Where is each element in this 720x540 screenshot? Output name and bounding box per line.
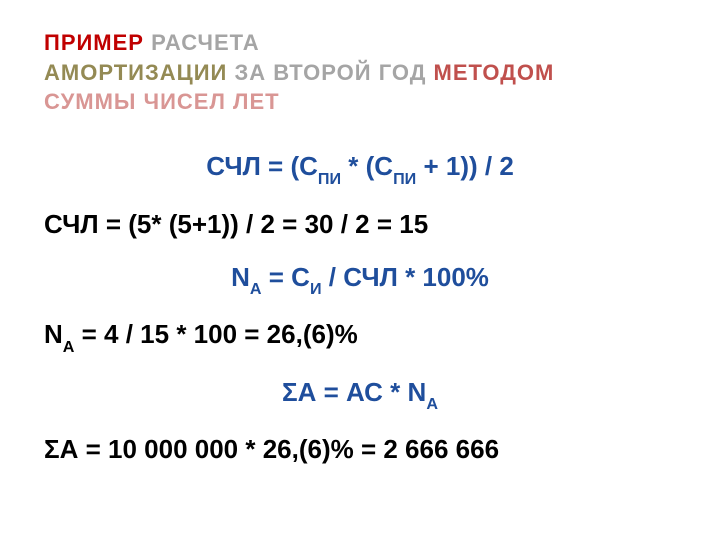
subscript: А xyxy=(63,338,75,356)
text: N xyxy=(44,319,63,349)
text: = С xyxy=(262,262,310,292)
title-word-6: СУММЫ xyxy=(44,89,136,114)
text: ΣА = АС * N xyxy=(282,377,426,407)
calc-na: NА = 4 / 15 * 100 = 26,(6)% xyxy=(44,319,676,355)
title-word-8: ЛЕТ xyxy=(233,89,280,114)
calc-schl: СЧЛ = (5* (5+1)) / 2 = 30 / 2 = 15 xyxy=(44,209,676,240)
title-word-3: АМОРТИЗАЦИИ xyxy=(44,60,227,85)
text: * (С xyxy=(341,151,393,181)
text: + 1)) / 2 xyxy=(416,151,514,181)
text: N xyxy=(231,262,250,292)
slide-title: ПРИМЕР РАСЧЕТА АМОРТИЗАЦИИ ЗА ВТОРОЙ ГОД… xyxy=(44,28,676,117)
text: СЧЛ = (С xyxy=(206,151,318,181)
formula-schl: СЧЛ = (СПИ * (СПИ + 1)) / 2 xyxy=(44,151,676,187)
formula-sigma-a: ΣА = АС * NА xyxy=(44,377,676,413)
title-word-1: ПРИМЕР xyxy=(44,30,144,55)
formula-na: NА = СИ / СЧЛ * 100% xyxy=(44,262,676,298)
title-word-2: РАСЧЕТА xyxy=(151,30,260,55)
slide-body: СЧЛ = (СПИ * (СПИ + 1)) / 2 СЧЛ = (5* (5… xyxy=(44,151,676,466)
text: / СЧЛ * 100% xyxy=(322,262,489,292)
title-word-7: ЧИСЕЛ xyxy=(144,89,226,114)
subscript: А xyxy=(426,395,438,413)
subscript: ПИ xyxy=(318,170,341,188)
calc-sigma-a: ΣА = 10 000 000 * 26,(6)% = 2 666 666 xyxy=(44,434,676,465)
subscript: А xyxy=(250,280,262,298)
title-word-4: ЗА ВТОРОЙ ГОД xyxy=(234,60,426,85)
text: = 4 / 15 * 100 = 26,(6)% xyxy=(74,319,357,349)
subscript: ПИ xyxy=(393,170,416,188)
title-word-5: МЕТОДОМ xyxy=(434,60,555,85)
subscript: И xyxy=(310,280,322,298)
